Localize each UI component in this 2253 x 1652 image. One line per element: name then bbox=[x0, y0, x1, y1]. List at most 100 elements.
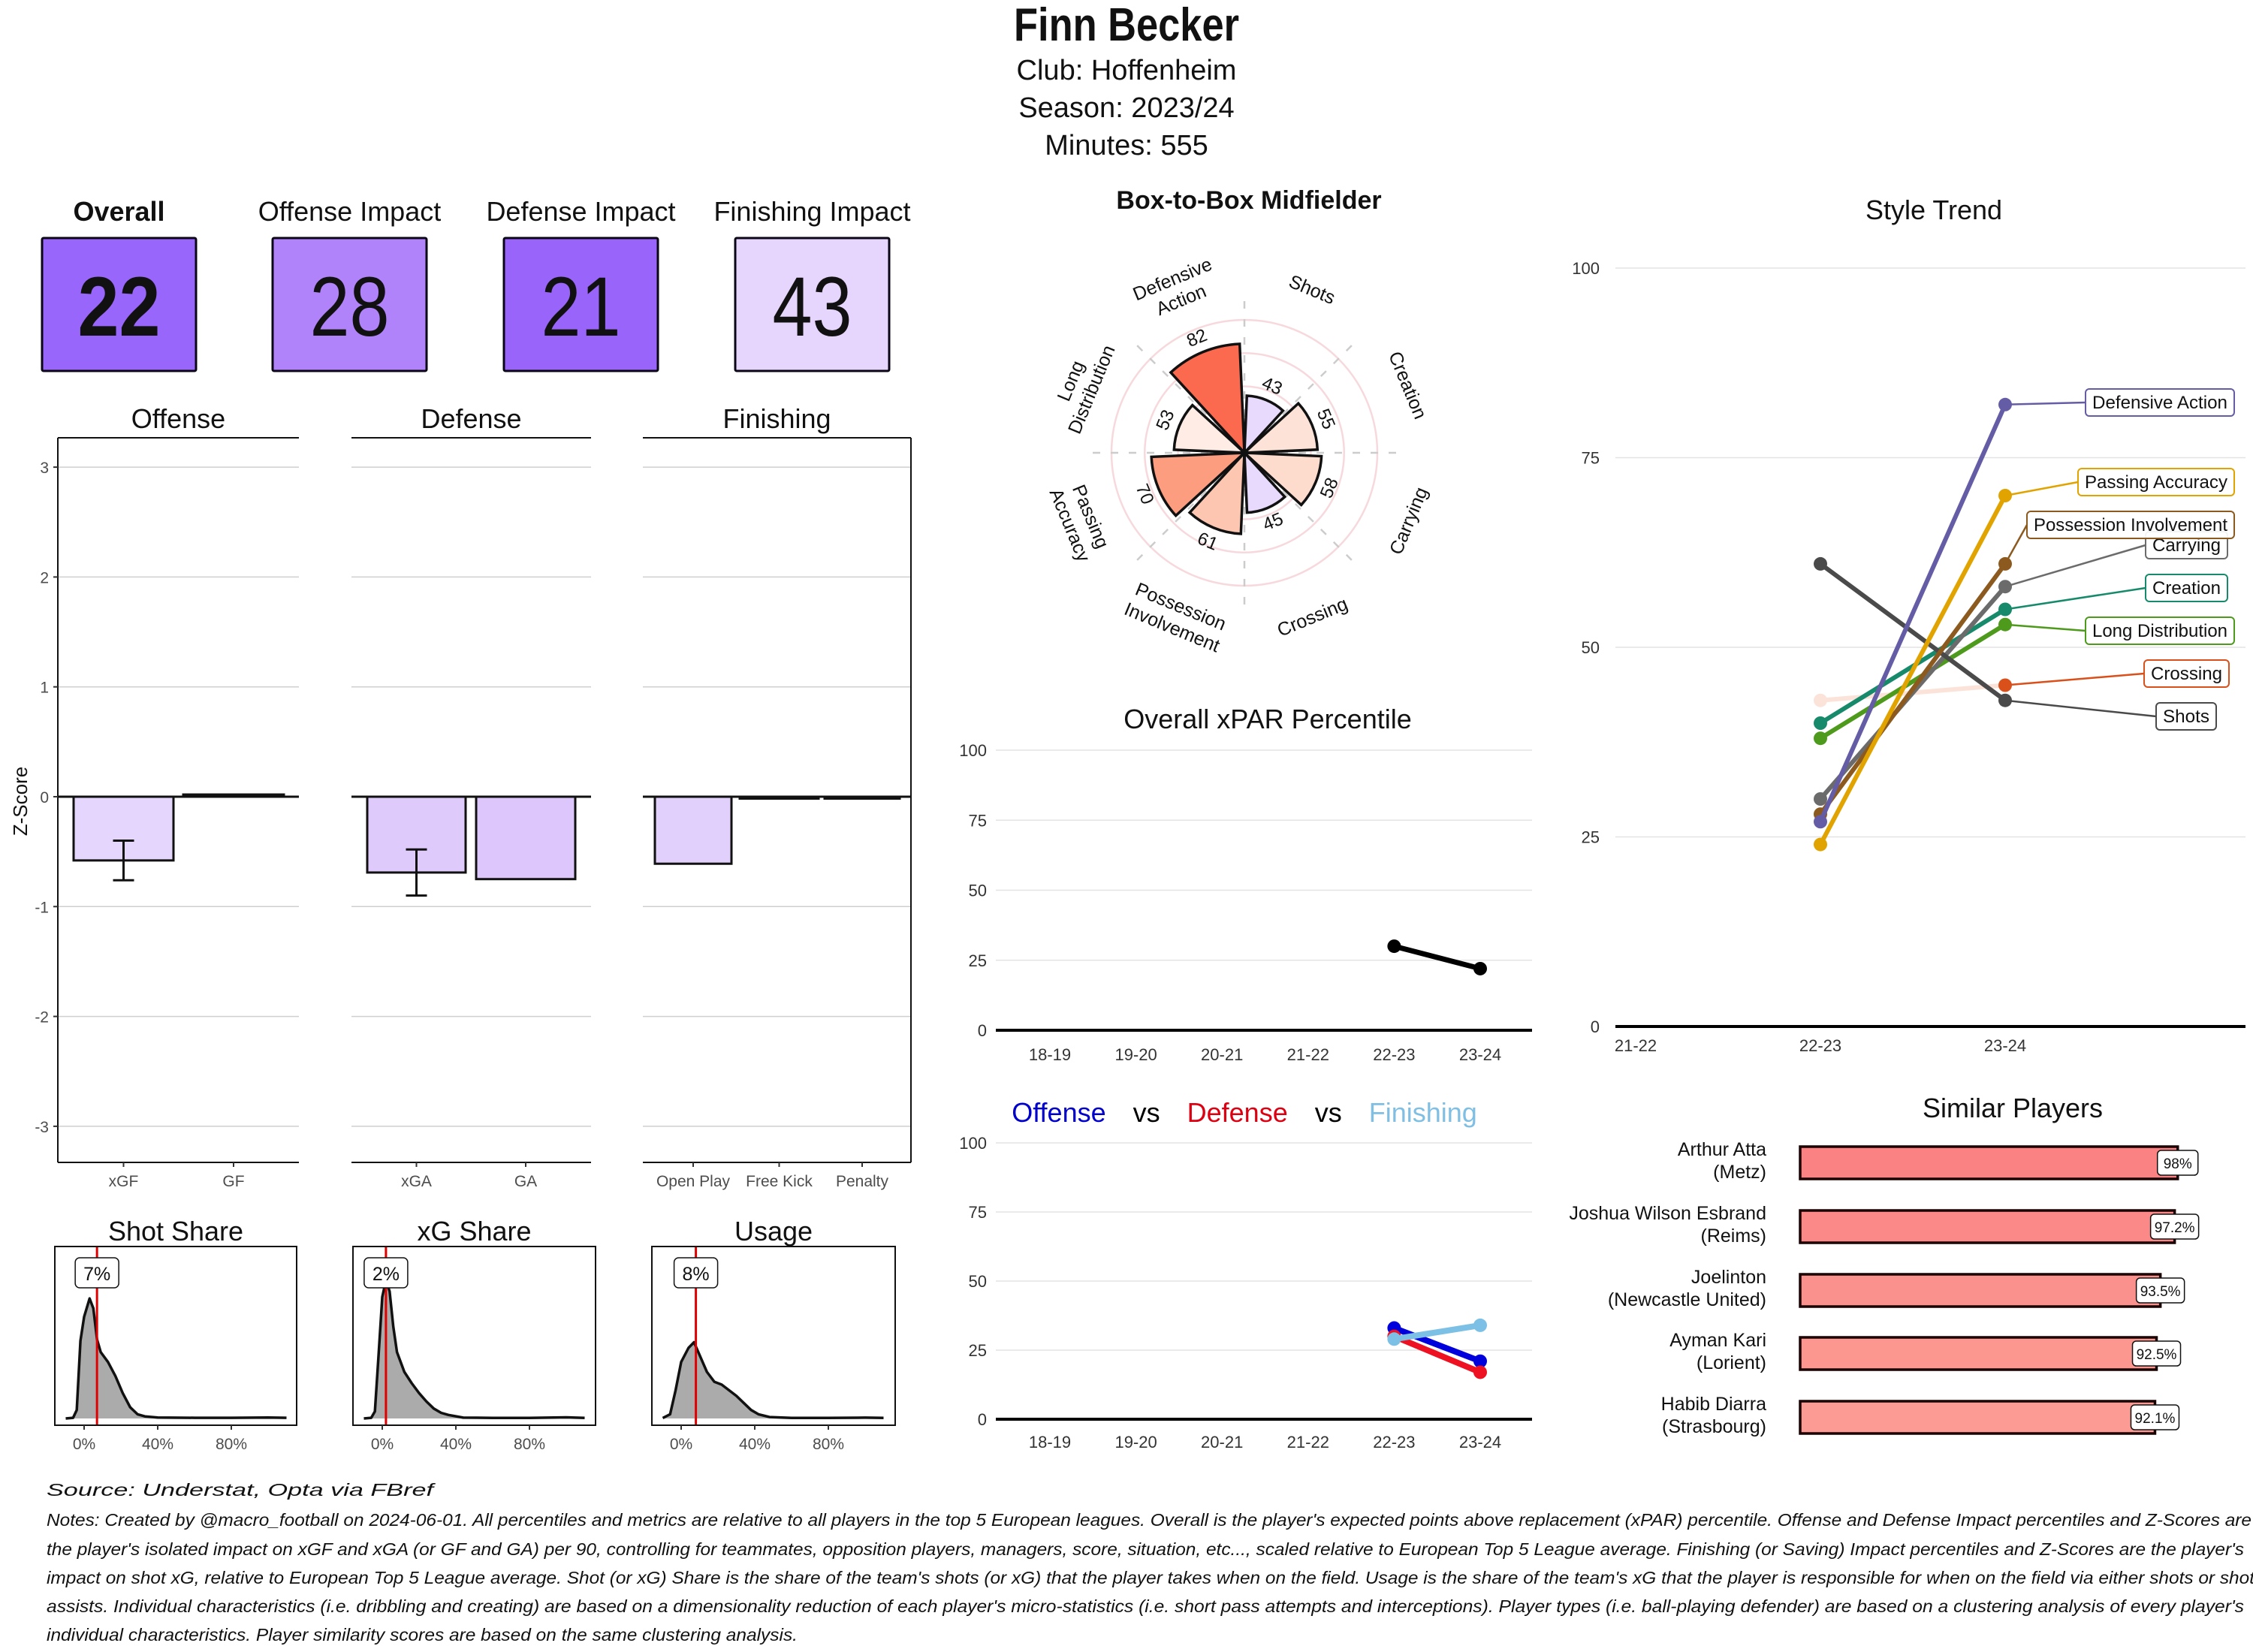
panel-title: Finishing bbox=[722, 403, 831, 434]
notes-line-4: assists. Individual characteristics (i.e… bbox=[47, 1596, 2245, 1616]
title-part-finishing: Finishing bbox=[1369, 1097, 1477, 1128]
callout-label: Long Distribution bbox=[2092, 621, 2227, 641]
player-value-label: 2% bbox=[372, 1264, 400, 1285]
callout-leader bbox=[2004, 672, 2145, 686]
y-tick-label: 75 bbox=[969, 1203, 987, 1222]
similar-player-name: Joshua Wilson Esbrand bbox=[1569, 1203, 1766, 1224]
density-panel-shot-share: Shot Share 7% 0% 40% 80% bbox=[54, 1216, 297, 1453]
zscore-panel-finishing: Finishing Open Play Free Kick Penalty bbox=[643, 403, 912, 1190]
title-part-defense: Defense bbox=[1187, 1097, 1288, 1128]
x-tick-label: Penalty bbox=[836, 1173, 889, 1190]
similarity-label-box bbox=[2149, 1213, 2200, 1240]
similar-player-row: Ayman Kari(Lorient) 92.5% bbox=[1669, 1330, 2182, 1373]
series-line bbox=[1818, 402, 2007, 824]
callout-leader bbox=[2004, 544, 2146, 588]
radar-wedge-passing-accuracy bbox=[1150, 451, 1248, 518]
player-value-label-box bbox=[673, 1257, 719, 1289]
panel-frame bbox=[651, 1246, 896, 1426]
x-tick-label: 21-22 bbox=[1287, 1045, 1329, 1064]
similar-player-row: Joshua Wilson Esbrand(Reims) 97.2% bbox=[1569, 1203, 2200, 1247]
similarity-label: 92.1% bbox=[2135, 1411, 2176, 1427]
y-tick-label: 100 bbox=[959, 741, 987, 760]
callout-label: Defensive Action bbox=[2092, 393, 2227, 413]
minutes-line: Minutes: 555 bbox=[1045, 130, 1208, 161]
y-tick-label: 50 bbox=[969, 882, 987, 900]
panel-title: xG Share bbox=[417, 1216, 531, 1247]
y-tick-label: 25 bbox=[969, 951, 987, 970]
similar-player-name: Joelinton bbox=[1691, 1267, 1766, 1288]
y-tick-label: 0 bbox=[1591, 1017, 1600, 1036]
impact-card-label: Offense Impact bbox=[258, 196, 441, 227]
series-callout-creation: Creation bbox=[2004, 574, 2228, 610]
similar-player-club: (Newcastle United) bbox=[1608, 1289, 1766, 1310]
callout-label: Possession Involvement bbox=[2034, 515, 2227, 535]
density-area bbox=[662, 1342, 884, 1418]
panel-title: Offense bbox=[131, 403, 225, 434]
callout-box bbox=[2077, 468, 2235, 496]
y-tick-label: 75 bbox=[1582, 449, 1600, 468]
radar-ring bbox=[1177, 385, 1312, 520]
similar-player-row: Habib Diarra(Strasbourg) 92.1% bbox=[1661, 1394, 2180, 1437]
panel-frame bbox=[352, 1246, 596, 1426]
x-tick-label: 22-23 bbox=[1373, 1045, 1415, 1064]
impact-card-box bbox=[734, 237, 891, 372]
callout-leader bbox=[2004, 401, 2086, 406]
callout-leader bbox=[2004, 586, 2146, 610]
zscore-panel-defense: Defense xGA GA bbox=[351, 403, 591, 1190]
density-panel-usage: Usage 8% 0% 40% 80% bbox=[651, 1216, 896, 1453]
similar-player-name: Ayman Kari bbox=[1669, 1330, 1766, 1351]
x-tick-label: 40% bbox=[142, 1436, 173, 1453]
series-line bbox=[1818, 561, 2007, 703]
series-line bbox=[1391, 1333, 1483, 1376]
player-name: Finn Becker bbox=[1014, 0, 1239, 51]
series-callout-crossing: Crossing bbox=[2004, 659, 2230, 688]
impact-card-label: Finishing Impact bbox=[713, 196, 910, 227]
similar-players-chart: Similar Players Arthur Atta(Metz) 98% Joshu… bbox=[1569, 1093, 2200, 1437]
chart-title: Style Trend bbox=[1865, 194, 2002, 225]
impact-card-value: 22 bbox=[78, 260, 161, 354]
series-callout-possession-involvement: Possession Involvement bbox=[2004, 511, 2235, 565]
header: Finn Becker Club: Hoffenheim Season: 202… bbox=[1014, 0, 1239, 161]
impact-card: Finishing Impact 43 bbox=[713, 196, 911, 372]
series-line bbox=[1391, 943, 1483, 972]
similarity-bar bbox=[1799, 1145, 2179, 1180]
impact-card: Defense Impact 21 bbox=[486, 196, 676, 372]
similarity-label-box bbox=[2156, 1150, 2199, 1176]
title-part-vs: vs bbox=[1315, 1097, 1342, 1128]
radar-ring bbox=[1144, 352, 1345, 553]
y-tick-label: 100 bbox=[1572, 259, 1600, 278]
impact-card-value: 43 bbox=[773, 260, 852, 354]
series-callout-long-distribution: Long Distribution bbox=[2004, 616, 2235, 645]
callout-leader bbox=[2004, 699, 2157, 718]
x-tick-label: 40% bbox=[440, 1436, 472, 1453]
zscore-panels: Z-Score Offense 3 2 1 0 -1 -2 -3 xGF GF Defense xGA G… bbox=[9, 403, 912, 1190]
impact-card-value: 28 bbox=[310, 260, 390, 354]
data-point bbox=[1387, 1332, 1401, 1346]
radar-wedge-possession-involvement bbox=[1187, 449, 1246, 535]
y-tick-label: 50 bbox=[1582, 638, 1600, 657]
y-tick-label: 25 bbox=[969, 1341, 987, 1360]
similarity-bar bbox=[1799, 1336, 2158, 1371]
similarity-label: 97.2% bbox=[2155, 1220, 2195, 1236]
radar-wedge-carrying bbox=[1241, 451, 1323, 507]
similarity-label: 93.5% bbox=[2140, 1284, 2181, 1300]
callout-label: Shots bbox=[2163, 707, 2209, 727]
series-finishing bbox=[1387, 1318, 1487, 1346]
similar-player-name: Arthur Atta bbox=[1678, 1139, 1766, 1160]
player-value-label-box bbox=[363, 1257, 409, 1289]
x-tick-label: xGA bbox=[401, 1173, 432, 1190]
series-overall bbox=[1387, 939, 1487, 975]
impact-card: Offense Impact 28 bbox=[258, 196, 441, 372]
data-point bbox=[1814, 556, 1827, 571]
player-value-label: 7% bbox=[83, 1264, 110, 1285]
x-tick-label: 20-21 bbox=[1201, 1045, 1243, 1064]
radar-wedge-crossing bbox=[1243, 449, 1287, 514]
callout-leader bbox=[2004, 481, 2079, 497]
series-passing-accuracy bbox=[1814, 489, 2012, 852]
x-tick-label: 19-20 bbox=[1114, 1045, 1157, 1064]
callout-label: Crossing bbox=[2151, 664, 2222, 684]
impact-card-box bbox=[502, 237, 659, 372]
x-tick-label: 19-20 bbox=[1114, 1433, 1157, 1452]
x-tick-label: 22-23 bbox=[1373, 1433, 1415, 1452]
